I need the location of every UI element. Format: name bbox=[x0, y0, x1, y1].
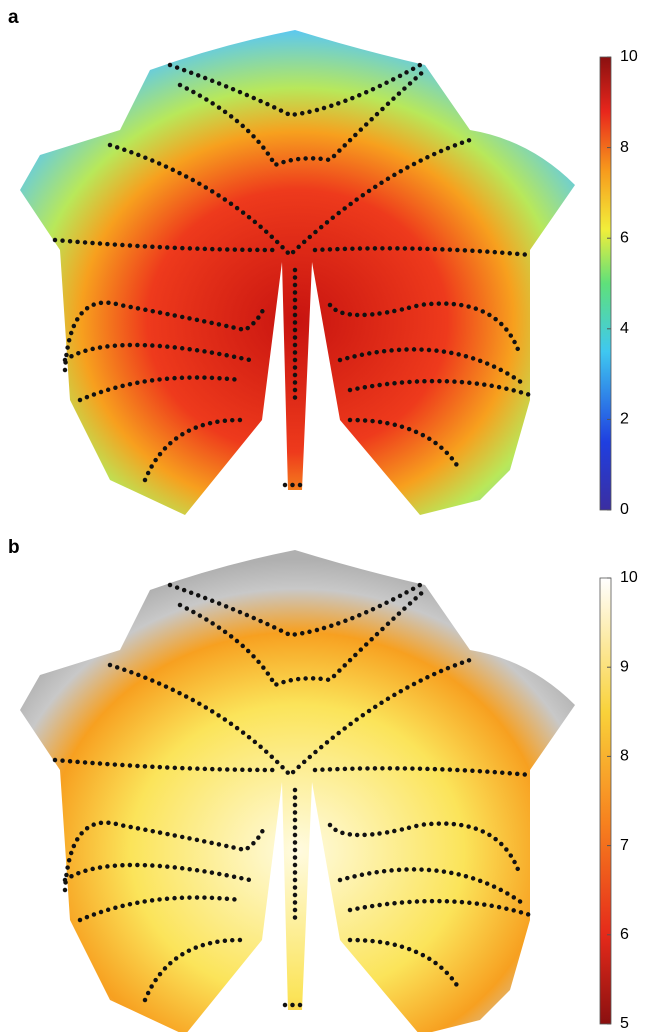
flatmap bbox=[20, 30, 575, 515]
figure: a 0 2 4 6 8 10 b 5 6 7 8 9 10 bbox=[0, 0, 656, 1032]
panel-label: b bbox=[8, 537, 20, 558]
colorbar-tick-label: 0 bbox=[620, 501, 629, 518]
panel-a bbox=[20, 30, 575, 515]
colorbar-tick-label: 8 bbox=[620, 139, 629, 156]
colorbar bbox=[600, 578, 611, 1024]
colorbar-tick-label: 10 bbox=[620, 569, 638, 586]
colorbar bbox=[600, 57, 611, 510]
flatmap bbox=[20, 550, 575, 1032]
colorbar-tick-label: 5 bbox=[620, 1015, 629, 1032]
colorbar-tick-label: 7 bbox=[620, 837, 629, 854]
panel-b bbox=[20, 550, 575, 1032]
colorbar-tick-label: 6 bbox=[620, 926, 629, 943]
colorbar-tick-label: 9 bbox=[620, 658, 629, 675]
colorbar-tick-label: 10 bbox=[620, 48, 638, 65]
colorbar-tick-label: 6 bbox=[620, 229, 629, 246]
colorbar-tick-label: 8 bbox=[620, 748, 629, 765]
colorbar-tick-label: 4 bbox=[620, 320, 629, 337]
colorbar-tick-label: 2 bbox=[620, 411, 629, 428]
panel-label: a bbox=[8, 7, 19, 28]
